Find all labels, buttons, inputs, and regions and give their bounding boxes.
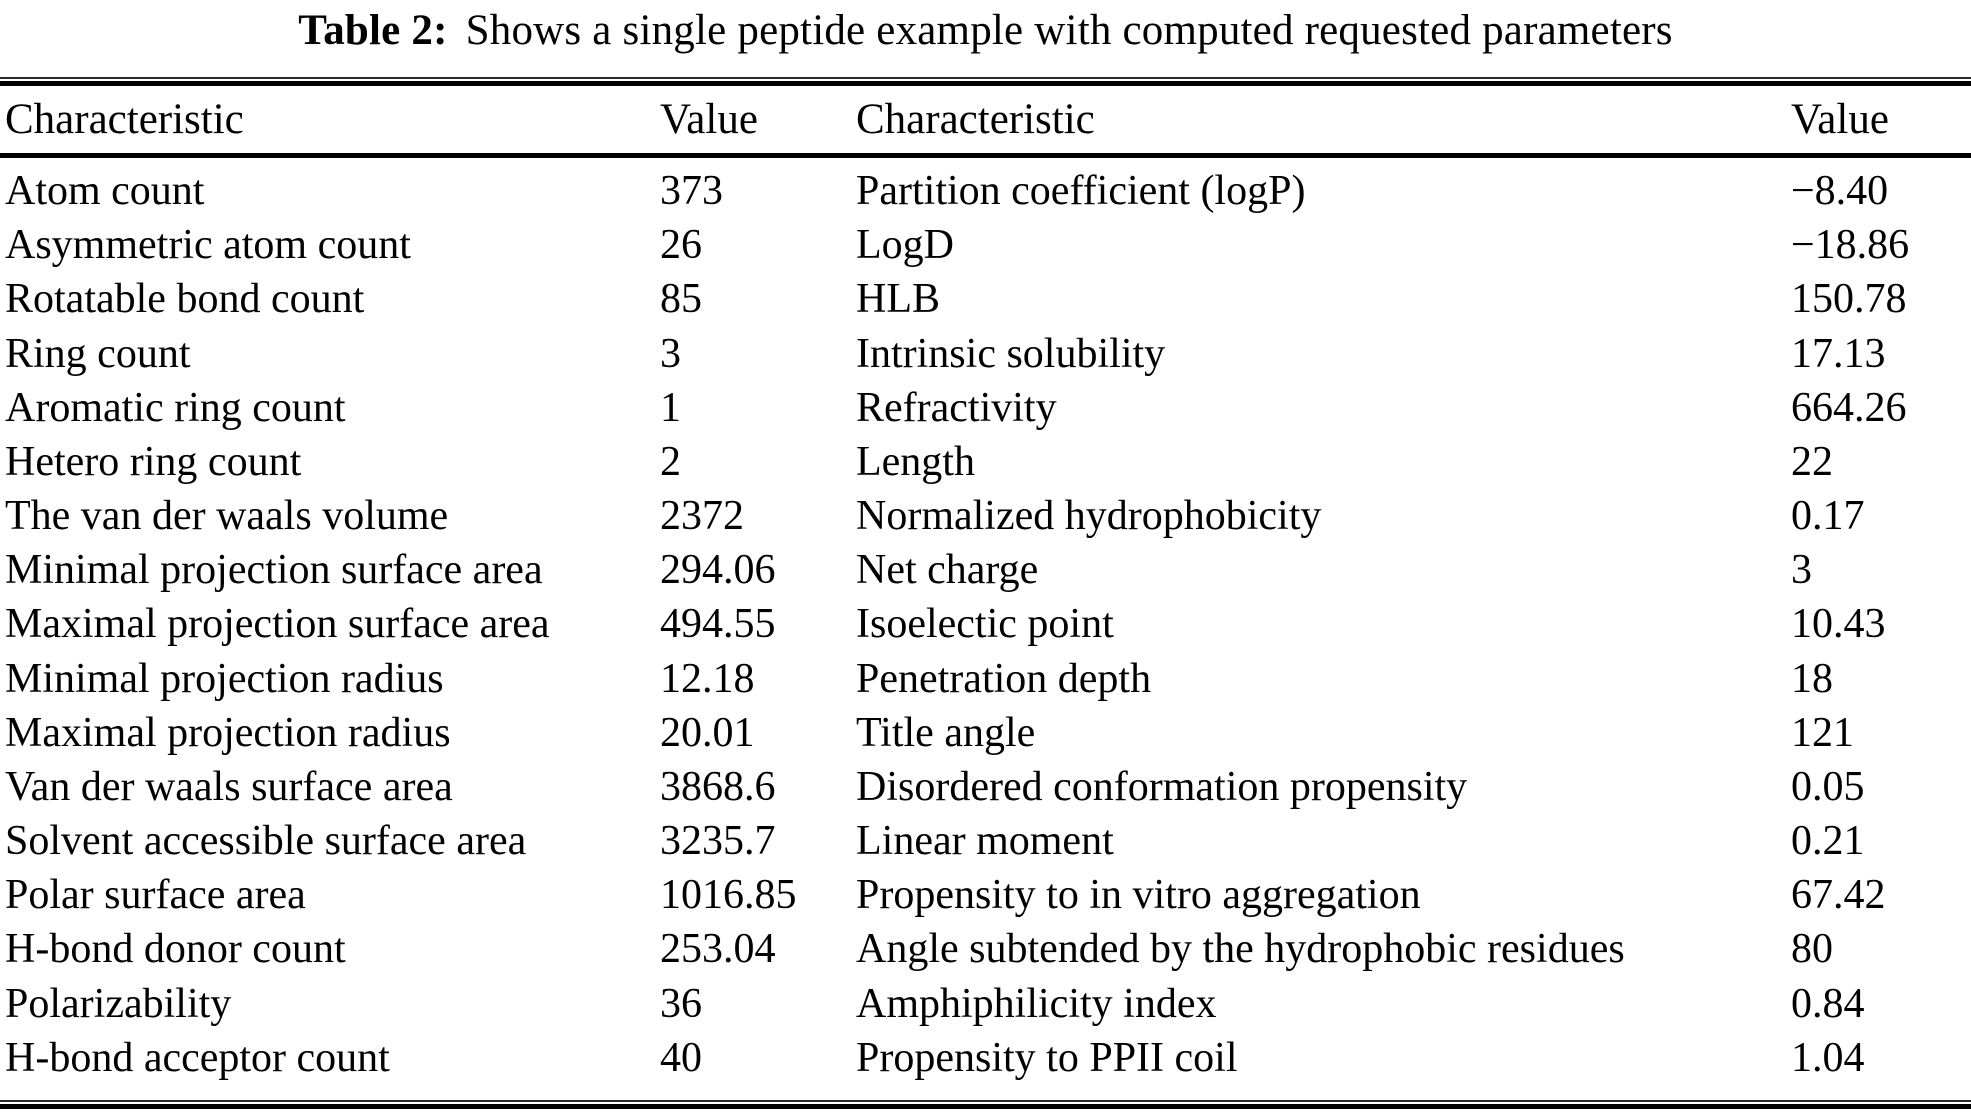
value-cell-right: 0.05: [1791, 763, 1865, 810]
characteristic-cell-right: Refractivity: [856, 384, 1057, 431]
table-header-row: Characteristic Value Characteristic Valu…: [0, 86, 1971, 153]
table-row: Minimal projection surface area 294.06 N…: [0, 543, 1971, 597]
value-cell-right: 10.43: [1791, 601, 1886, 648]
table-row: Minimal projection radius 12.18 Penetrat…: [0, 652, 1971, 706]
characteristic-cell-right: Propensity to PPII coil: [856, 1034, 1238, 1081]
header-value-left: Value: [660, 95, 758, 143]
table-caption: Table 2: Shows a single peptide example w…: [0, 0, 1971, 77]
value-cell-left: 3235.7: [660, 818, 776, 865]
characteristic-cell-left: The van der waals volume: [5, 493, 449, 540]
table-caption-label: Table 2:: [298, 7, 448, 54]
value-cell-right: 18: [1791, 655, 1833, 702]
value-cell-right: 67.42: [1791, 872, 1886, 919]
value-cell-right: 121: [1791, 709, 1854, 756]
value-cell-left: 20.01: [660, 709, 755, 756]
value-cell-left: 373: [660, 168, 723, 215]
header-characteristic-right: Characteristic: [856, 95, 1095, 143]
value-cell-right: 0.17: [1791, 493, 1865, 540]
characteristic-cell-right: Normalized hydrophobicity: [856, 493, 1322, 540]
value-cell-right: −18.86: [1791, 222, 1910, 269]
value-cell-left: 2372: [660, 493, 744, 540]
characteristic-cell-left: Hetero ring count: [5, 438, 302, 485]
value-cell-left: 1: [660, 384, 681, 431]
characteristic-cell-right: Isoelectic point: [856, 601, 1114, 648]
value-cell-left: 26: [660, 222, 702, 269]
value-cell-left: 253.04: [660, 926, 776, 973]
characteristic-cell-right: Penetration depth: [856, 655, 1152, 702]
value-cell-right: 1.04: [1791, 1034, 1865, 1081]
table-row: Polarizability 36 Amphiphilicity index 0…: [0, 977, 1971, 1031]
value-cell-left: 1016.85: [660, 872, 797, 919]
table-caption-text: Shows a single peptide example with comp…: [465, 7, 1673, 54]
characteristic-cell-right: HLB: [856, 276, 940, 323]
table-row: Maximal projection radius 20.01 Title an…: [0, 706, 1971, 760]
value-cell-right: 22: [1791, 438, 1833, 485]
table-row: Ring count 3 Intrinsic solubility 17.13: [0, 327, 1971, 381]
header-value-right: Value: [1791, 95, 1889, 143]
value-cell-right: 3: [1791, 547, 1812, 594]
characteristic-cell-right: Title angle: [856, 709, 1036, 756]
characteristic-cell-right: Propensity to in vitro aggregation: [856, 872, 1421, 919]
value-cell-right: −8.40: [1791, 168, 1889, 215]
characteristic-cell-left: Van der waals surface area: [5, 763, 453, 810]
bottom-spacer: [0, 1085, 1971, 1100]
table-row: Solvent accessible surface area 3235.7 L…: [0, 814, 1971, 868]
table-row: Hetero ring count 2 Length 22: [0, 435, 1971, 489]
value-cell-right: 0.21: [1791, 818, 1865, 865]
value-cell-left: 85: [660, 276, 702, 323]
value-cell-left: 494.55: [660, 601, 776, 648]
table-row: H-bond acceptor count 40 Propensity to P…: [0, 1031, 1971, 1085]
header-rule: [0, 153, 1971, 158]
characteristic-cell-left: Maximal projection surface area: [5, 601, 550, 648]
value-cell-right: 80: [1791, 926, 1833, 973]
value-cell-right: 150.78: [1791, 276, 1907, 323]
characteristic-cell-left: Polarizability: [5, 980, 232, 1027]
characteristic-cell-left: Ring count: [5, 330, 191, 377]
value-cell-left: 294.06: [660, 547, 776, 594]
table-row: Polar surface area 1016.85 Propensity to…: [0, 868, 1971, 922]
characteristic-cell-right: Partition coefficient (logP): [856, 168, 1306, 215]
characteristic-cell-right: Length: [856, 438, 975, 485]
bottom-rule: [0, 1100, 1971, 1109]
table-row: H-bond donor count 253.04 Angle subtende…: [0, 922, 1971, 976]
characteristic-cell-left: H-bond acceptor count: [5, 1034, 390, 1081]
characteristic-cell-right: Net charge: [856, 547, 1039, 594]
value-cell-right: 664.26: [1791, 384, 1907, 431]
characteristic-cell-left: H-bond donor count: [5, 926, 346, 973]
characteristic-cell-right: LogD: [856, 222, 954, 269]
characteristic-cell-right: Intrinsic solubility: [856, 330, 1166, 377]
characteristic-cell-left: Polar surface area: [5, 872, 306, 919]
value-cell-left: 36: [660, 980, 702, 1027]
characteristic-cell-right: Amphiphilicity index: [856, 980, 1217, 1027]
table-row: Asymmetric atom count 26 LogD −18.86: [0, 218, 1971, 272]
value-cell-right: 17.13: [1791, 330, 1886, 377]
characteristic-cell-right: Linear moment: [856, 818, 1114, 865]
table-row: The van der waals volume 2372 Normalized…: [0, 489, 1971, 543]
table-row: Atom count 373 Partition coefficient (lo…: [0, 164, 1971, 218]
table-row: Aromatic ring count 1 Refractivity 664.2…: [0, 381, 1971, 435]
top-rule: [0, 77, 1971, 86]
characteristic-cell-right: Angle subtended by the hydrophobic resid…: [856, 926, 1625, 973]
characteristic-cell-right: Disordered conformation propensity: [856, 763, 1468, 810]
value-cell-left: 3: [660, 330, 681, 377]
table-row: Maximal projection surface area 494.55 I…: [0, 597, 1971, 651]
value-cell-left: 40: [660, 1034, 702, 1081]
characteristic-cell-left: Minimal projection surface area: [5, 547, 543, 594]
table-row: Van der waals surface area 3868.6 Disord…: [0, 760, 1971, 814]
characteristic-cell-left: Rotatable bond count: [5, 276, 365, 323]
value-cell-left: 2: [660, 438, 681, 485]
table-row: Rotatable bond count 85 HLB 150.78: [0, 272, 1971, 326]
value-cell-right: 0.84: [1791, 980, 1865, 1027]
table-body: Atom count 373 Partition coefficient (lo…: [0, 158, 1971, 1085]
characteristic-cell-left: Aromatic ring count: [5, 384, 346, 431]
value-cell-left: 3868.6: [660, 763, 776, 810]
value-cell-left: 12.18: [660, 655, 755, 702]
characteristic-cell-left: Solvent accessible surface area: [5, 818, 527, 865]
characteristic-cell-left: Maximal projection radius: [5, 709, 451, 756]
characteristic-cell-left: Atom count: [5, 168, 205, 215]
header-characteristic-left: Characteristic: [5, 95, 244, 143]
characteristic-cell-left: Minimal projection radius: [5, 655, 444, 702]
characteristic-cell-left: Asymmetric atom count: [5, 222, 411, 269]
